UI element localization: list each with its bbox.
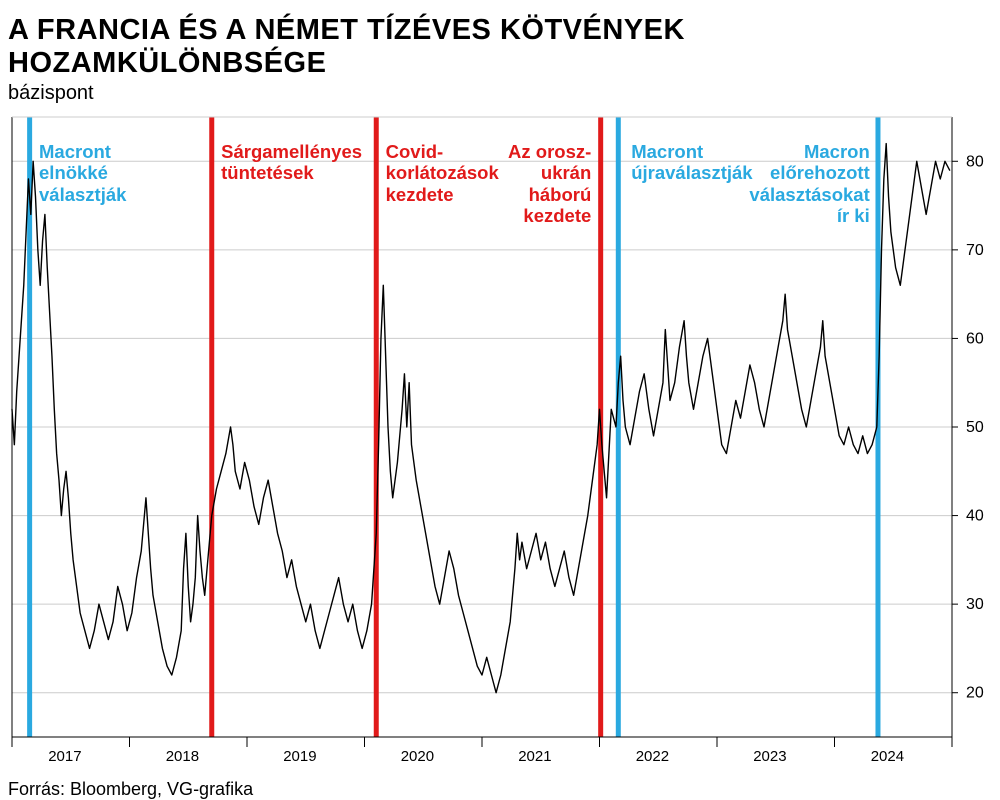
svg-text:2023: 2023 bbox=[753, 748, 786, 765]
page: A FRANCIA ÉS A NÉMET TÍZÉVES KÖTVÉNYEK H… bbox=[0, 0, 1000, 777]
svg-text:20: 20 bbox=[966, 685, 984, 702]
svg-text:50: 50 bbox=[966, 419, 984, 436]
chart-title: A FRANCIA ÉS A NÉMET TÍZÉVES KÖTVÉNYEK H… bbox=[8, 14, 992, 80]
svg-text:30: 30 bbox=[966, 596, 984, 613]
chart-container: 20 30 40 50 60 70 80 2017 2018 2019 2020 2021 2022 20… bbox=[8, 111, 994, 771]
svg-text:2021: 2021 bbox=[518, 748, 551, 765]
svg-text:2020: 2020 bbox=[401, 748, 434, 765]
svg-text:2022: 2022 bbox=[636, 748, 669, 765]
svg-text:40: 40 bbox=[966, 508, 984, 525]
svg-text:2018: 2018 bbox=[166, 748, 199, 765]
svg-text:2019: 2019 bbox=[283, 748, 316, 765]
svg-text:70: 70 bbox=[966, 242, 984, 259]
chart-source: Forrás: Bloomberg, VG-grafika bbox=[8, 779, 992, 800]
svg-text:80: 80 bbox=[966, 153, 984, 170]
chart-svg: 20 30 40 50 60 70 80 2017 2018 2019 2020 2021 2022 20… bbox=[8, 111, 994, 771]
svg-text:60: 60 bbox=[966, 330, 984, 347]
svg-text:2024: 2024 bbox=[871, 748, 904, 765]
chart-subtitle: bázispont bbox=[8, 82, 992, 105]
svg-text:2017: 2017 bbox=[48, 748, 81, 765]
